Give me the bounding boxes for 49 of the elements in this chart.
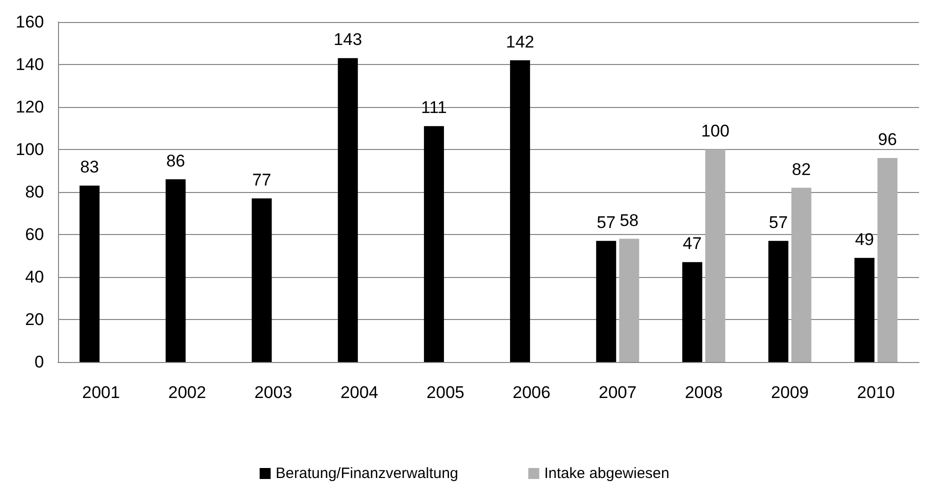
data-label: 96 <box>878 130 897 149</box>
data-label: 57 <box>768 212 788 232</box>
x-tick-label: 2008 <box>684 383 723 402</box>
y-tick-label: 120 <box>16 98 44 116</box>
y-tick-label: 60 <box>25 225 44 244</box>
x-tick-label: 2003 <box>254 383 292 402</box>
x-tick-label: 2007 <box>598 383 637 402</box>
data-label: 83 <box>80 158 100 177</box>
y-tick-label: 80 <box>25 182 44 202</box>
x-tick-label: 2006 <box>512 383 550 402</box>
bar <box>768 240 788 362</box>
bar <box>596 240 616 362</box>
bar <box>619 238 640 362</box>
data-label: 47 <box>682 234 702 254</box>
bar <box>252 198 272 362</box>
bar <box>705 150 726 362</box>
data-label: 111 <box>421 98 447 118</box>
y-tick-label: 140 <box>16 55 44 74</box>
bar <box>166 179 186 362</box>
x-tick-label: 2005 <box>426 383 464 402</box>
legend-label: Beratung/Finanzverwaltung <box>276 465 458 482</box>
bar <box>682 262 702 362</box>
bar <box>338 58 358 362</box>
y-tick-label: 0 <box>34 352 44 372</box>
y-tick-label: 20 <box>25 310 44 329</box>
x-tick-label: 2009 <box>770 383 809 402</box>
bar <box>80 186 100 362</box>
bar <box>424 126 444 362</box>
x-tick-label: 2004 <box>340 383 378 402</box>
data-label: 142 <box>506 32 534 52</box>
bar <box>854 258 874 362</box>
bar <box>791 188 812 362</box>
y-tick-label: 100 <box>16 140 44 159</box>
x-tick-label: 2001 <box>82 383 120 402</box>
data-label: 100 <box>701 122 730 140</box>
y-tick-label: 40 <box>25 268 44 286</box>
data-label: 57 <box>596 212 616 232</box>
legend-label: Intake abgewiesen <box>544 465 670 482</box>
y-tick-label: 160 <box>16 12 44 32</box>
data-label: 86 <box>166 151 186 170</box>
x-tick-label: 2002 <box>168 383 206 402</box>
bar <box>510 60 530 362</box>
data-label: 58 <box>620 210 639 230</box>
bar <box>877 158 898 362</box>
data-label: 77 <box>252 170 272 190</box>
data-label: 143 <box>334 30 362 50</box>
data-label: 82 <box>792 160 811 179</box>
data-label: 49 <box>854 230 874 249</box>
x-tick-label: 2010 <box>857 383 895 402</box>
